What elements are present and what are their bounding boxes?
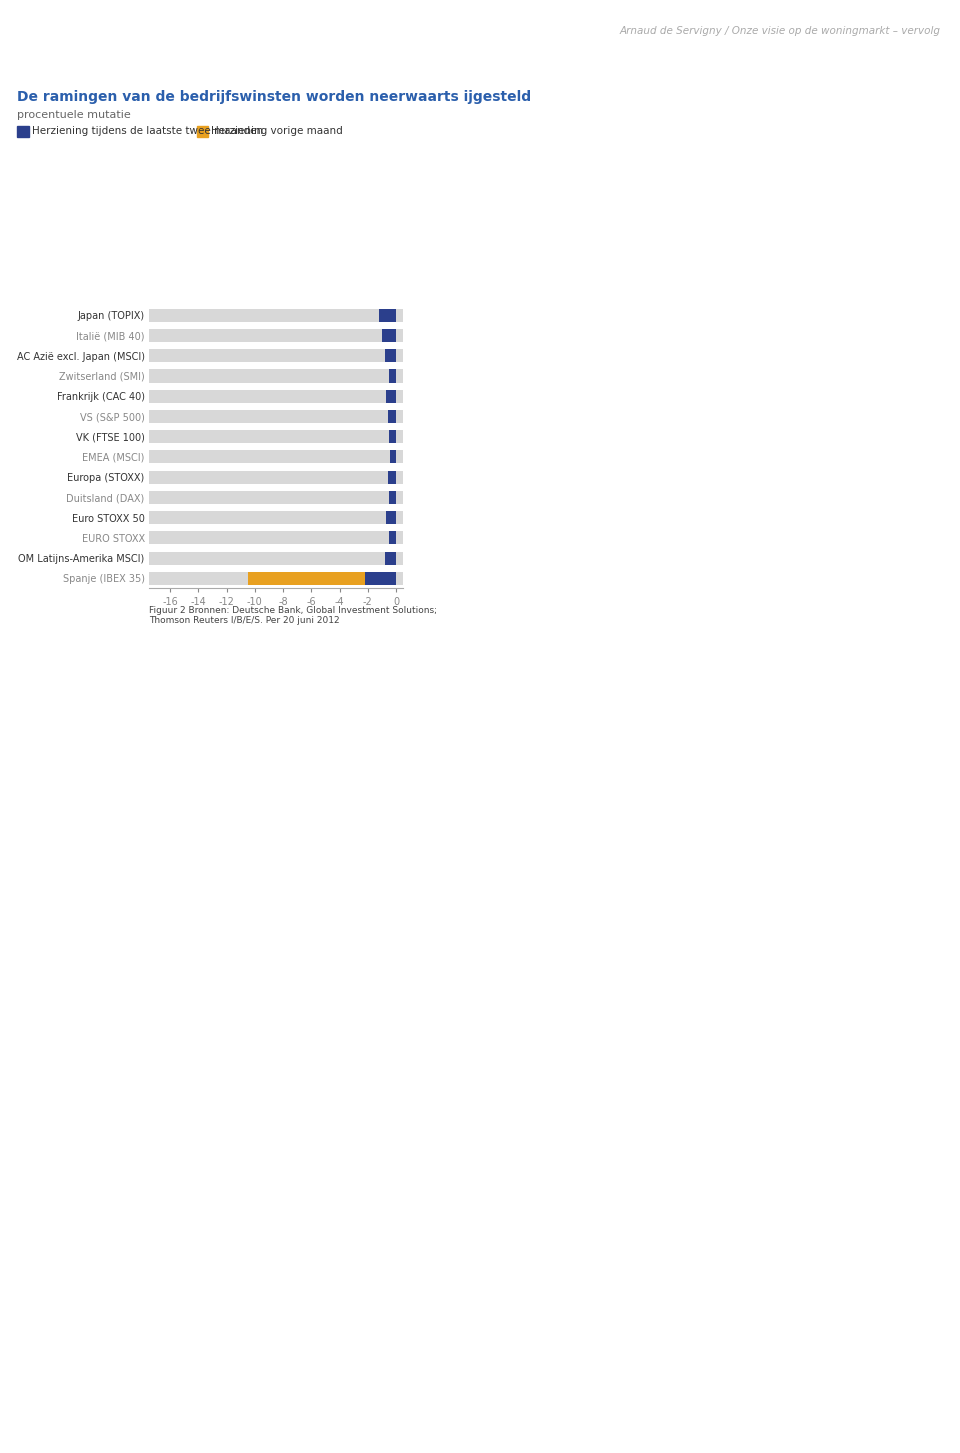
Bar (149, 328, 403, 341)
Bar (149, 369, 403, 382)
Bar (149, 450, 403, 464)
Bar (386, 389, 396, 402)
Bar (365, 572, 396, 586)
Bar (149, 410, 403, 423)
Text: Arnaud de Servigny / Onze visie op de woningmarkt – vervolg: Arnaud de Servigny / Onze visie op de wo… (620, 26, 941, 36)
Bar (149, 349, 403, 362)
Bar (389, 430, 396, 443)
Text: Herziening tijdens de laatste twee maanden: Herziening tijdens de laatste twee maand… (32, 126, 263, 135)
Bar (389, 369, 396, 382)
Bar (385, 552, 396, 565)
Text: Figuur 2 Bronnen: Deutsche Bank, Global Investment Solutions;
Thomson Reuters I/: Figuur 2 Bronnen: Deutsche Bank, Global … (149, 606, 437, 625)
Bar (149, 552, 403, 565)
Text: Herziening vorige maand: Herziening vorige maand (211, 126, 343, 135)
Bar (388, 410, 396, 423)
Bar (149, 471, 403, 484)
Bar (248, 572, 396, 586)
Bar (386, 511, 396, 525)
Bar (382, 328, 396, 341)
Bar (388, 471, 396, 484)
Bar (389, 491, 396, 504)
Bar (149, 491, 403, 504)
Bar (149, 389, 403, 402)
Text: De ramingen van de bedrijfswinsten worden neerwaarts ijgesteld: De ramingen van de bedrijfswinsten worde… (17, 90, 532, 105)
Bar (385, 349, 396, 362)
Bar (149, 430, 403, 443)
Text: procentuele mutatie: procentuele mutatie (17, 110, 131, 121)
Bar (149, 532, 403, 545)
Bar (389, 532, 396, 545)
Bar (149, 572, 403, 586)
Bar (149, 511, 403, 525)
Bar (379, 308, 396, 321)
Bar (391, 450, 396, 464)
Bar (149, 308, 403, 321)
